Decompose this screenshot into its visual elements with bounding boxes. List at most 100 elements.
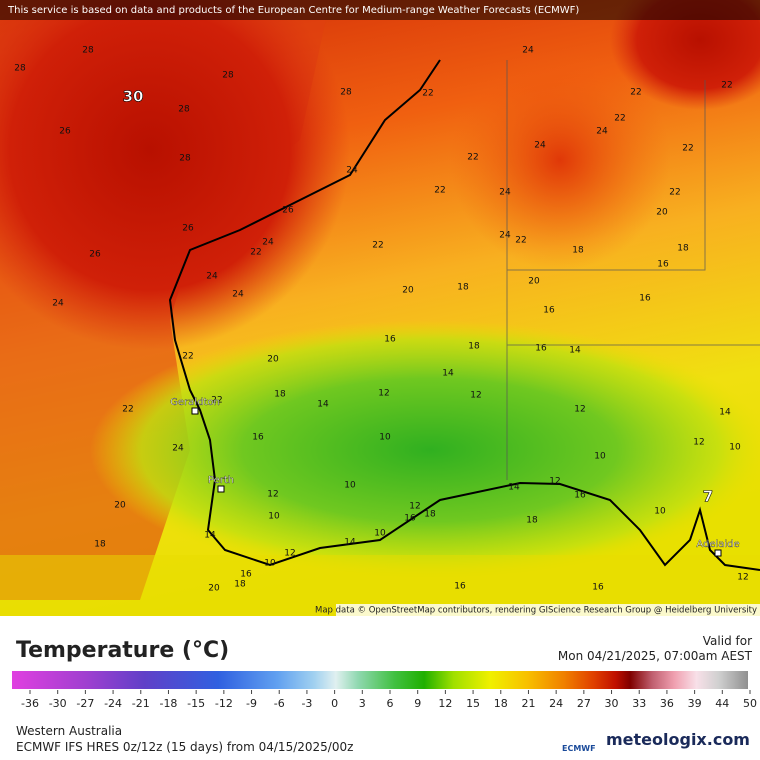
colorbar-tick-label: 3 <box>359 697 366 710</box>
contour-label: 20 <box>656 208 668 218</box>
contour-label: 16 <box>574 491 586 501</box>
contour-label: 16 <box>543 306 555 316</box>
contour-label: 22 <box>682 144 693 154</box>
contour-label: 7 <box>703 488 713 506</box>
brand: meteologix.com <box>606 730 750 749</box>
colorbar-tick-label: 33 <box>632 697 646 710</box>
contour-label: 10 <box>264 559 276 569</box>
contour-label: 22 <box>372 241 383 251</box>
colorbar-tick-label: -9 <box>246 697 257 710</box>
colorbar-tick-label: -3 <box>301 697 312 710</box>
contour-label: 18 <box>457 283 469 293</box>
contour-label: 20 <box>402 286 414 296</box>
contour-label: 24 <box>534 141 546 151</box>
contour-label: 14 <box>442 369 454 379</box>
contour-label: 18 <box>274 390 286 400</box>
colorbar-tick-label: 36 <box>660 697 674 710</box>
contour-label: 24 <box>172 444 184 454</box>
contour-label: 26 <box>59 127 71 137</box>
contour-label: 12 <box>549 477 560 487</box>
contour-label: 16 <box>535 344 547 354</box>
colorbar-tick-label: 6 <box>387 697 394 710</box>
contour-label: 16 <box>454 582 466 592</box>
state-border <box>506 60 760 480</box>
map: This service is based on data and produc… <box>0 0 760 616</box>
contour-label: 22 <box>122 405 133 415</box>
coastline <box>168 59 760 571</box>
contour-label: 20 <box>208 584 220 594</box>
contour-label: 22 <box>250 248 261 258</box>
contour-label: 22 <box>211 396 222 406</box>
valid-time: Mon 04/21/2025, 07:00am AEST <box>557 649 752 663</box>
colorbar-tick-label: 39 <box>688 697 702 710</box>
contour-label: 20 <box>267 355 279 365</box>
contour-label: 28 <box>179 154 191 164</box>
contour-label: 24 <box>206 272 218 282</box>
contour-label: 14 <box>344 538 356 548</box>
contour-label: 20 <box>528 277 540 287</box>
colorbar-tick-label: 21 <box>521 697 535 710</box>
colorbar-tick-label: 0 <box>331 697 338 710</box>
contour-label: 10 <box>379 433 391 443</box>
city-label: Geraldton <box>170 397 220 408</box>
colorbar-tick-label: -30 <box>49 697 67 710</box>
contour-label: 16 <box>252 433 264 443</box>
contour-label: 28 <box>14 64 26 74</box>
contour-label: 10 <box>729 443 741 453</box>
colorbar-tick-label: -21 <box>132 697 150 710</box>
header-bg <box>0 0 760 20</box>
contour-label: 16 <box>384 335 396 345</box>
colorbar-tick-label: -36 <box>21 697 39 710</box>
contour-label: 10 <box>344 481 356 491</box>
colorbar-tick-label: 27 <box>577 697 591 710</box>
contour-label: 16 <box>240 570 252 580</box>
contour-label: 10 <box>374 529 386 539</box>
contour-label: 24 <box>596 127 608 137</box>
hot-area <box>0 0 350 350</box>
colorbar-tick-label: 30 <box>605 697 619 710</box>
contour-label: 18 <box>424 510 436 520</box>
city-marker <box>191 407 199 415</box>
city-marker <box>217 485 225 493</box>
contour-label: 12 <box>737 573 748 583</box>
colorbar-tick-label: 15 <box>466 697 480 710</box>
contour-label: 14 <box>569 346 581 356</box>
colorbar <box>12 671 748 689</box>
contour-label: 22 <box>669 188 680 198</box>
contour-label: 22 <box>182 352 193 362</box>
colorbar-tick-label: 44 <box>715 697 729 710</box>
contour-label: 16 <box>639 294 651 304</box>
contour-label: 24 <box>499 231 511 241</box>
contour-label: 22 <box>630 88 641 98</box>
contour-label: 20 <box>114 501 126 511</box>
contour-label: 26 <box>89 250 101 260</box>
contour-label: 12 <box>378 389 389 399</box>
contour-label: 22 <box>434 186 445 196</box>
contour-label: 30 <box>123 88 144 106</box>
contour-label: 16 <box>592 583 604 593</box>
contour-label: 22 <box>515 236 526 246</box>
contour-label: 18 <box>234 580 246 590</box>
contour-label: 14 <box>317 400 329 410</box>
contour-label: 24 <box>232 290 244 300</box>
contour-label: 18 <box>94 540 106 550</box>
valid-label: Valid for <box>702 634 752 648</box>
contour-label: 12 <box>693 438 704 448</box>
credit: This service is based on data and produc… <box>7 5 579 16</box>
contour-label: 24 <box>346 166 358 176</box>
colorbar-tick-label: 50 <box>743 697 757 710</box>
contour-label: 28 <box>82 46 94 56</box>
contour-label: 12 <box>574 405 585 415</box>
contour-label: 10 <box>268 512 280 522</box>
contour-label: 18 <box>468 342 480 352</box>
contour-label: 24 <box>522 46 534 56</box>
city-label: Perth <box>208 475 234 486</box>
contour-label: 16 <box>404 514 416 524</box>
contour-label: 12 <box>267 490 278 500</box>
contour-label: 28 <box>340 88 352 98</box>
contour-label: 10 <box>594 452 606 462</box>
contour-label: 24 <box>499 188 511 198</box>
contour-label: 18 <box>677 244 689 254</box>
hot-area <box>610 0 760 110</box>
